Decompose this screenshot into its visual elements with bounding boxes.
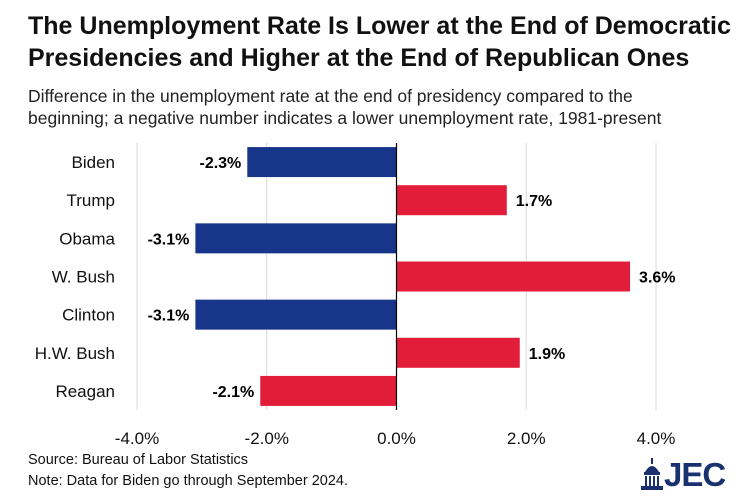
data-label: 1.9%: [529, 346, 565, 363]
label-layer: -2.3% 1.7% -3.1% 3.6% -3.1% 1.9% -2.1%: [148, 155, 676, 401]
category-label: Obama: [59, 229, 115, 248]
category-label: W. Bush: [52, 268, 115, 287]
category-label: Reagan: [55, 382, 115, 401]
source-note: Source: Bureau of Labor Statistics: [28, 452, 249, 468]
bar-obama: [195, 223, 397, 254]
title-line-1: The Unemployment Rate Is Lower at the En…: [28, 12, 731, 40]
bar-layer: [195, 143, 631, 410]
bar-h-w-bush: [396, 337, 520, 368]
bar-biden: [247, 147, 397, 178]
category-label: Biden: [72, 153, 115, 172]
data-note: Note: Data for Biden go through Septembe…: [28, 473, 349, 489]
subtitle-line-1: Difference in the unemployment rate at t…: [28, 86, 633, 106]
category-label: H.W. Bush: [35, 344, 115, 363]
bar-clinton: [195, 299, 397, 330]
subtitle-line-2: beginning; a negative number indicates a…: [28, 108, 662, 128]
chart-title: The Unemployment Rate Is Lower at the En…: [28, 10, 738, 74]
data-label: 3.6%: [639, 270, 675, 287]
title-line-2: Presidencies and Higher at the End of Re…: [28, 44, 690, 72]
x-tick-label: 2.0%: [507, 429, 546, 448]
data-label: -2.1%: [212, 384, 254, 401]
data-label: -3.1%: [148, 231, 190, 248]
capitol-dome-icon: [641, 458, 663, 490]
category-layer: Biden Trump Obama W. Bush Clinton H.W. Bush Re…: [35, 153, 116, 401]
logo-text: JEC: [664, 456, 726, 493]
data-label: -3.1%: [148, 308, 190, 325]
x-tick-label: -4.0%: [115, 429, 159, 448]
category-label: Trump: [67, 191, 116, 210]
bar-trump: [396, 185, 507, 216]
bar-reagan: [260, 375, 397, 406]
x-tick-label: 0.0%: [377, 429, 416, 448]
chart-subtitle: Difference in the unemployment rate at t…: [28, 85, 738, 129]
tick-layer: -4.0% -2.0% 0.0% 2.0% 4.0%: [115, 429, 676, 448]
x-tick-label: -2.0%: [245, 429, 289, 448]
data-label: 1.7%: [516, 193, 552, 210]
data-label: -2.3%: [199, 155, 241, 172]
jec-logo: JEC: [638, 456, 738, 494]
bar-w-bush: [396, 261, 631, 292]
category-label: Clinton: [62, 306, 115, 325]
x-tick-label: 4.0%: [637, 429, 676, 448]
